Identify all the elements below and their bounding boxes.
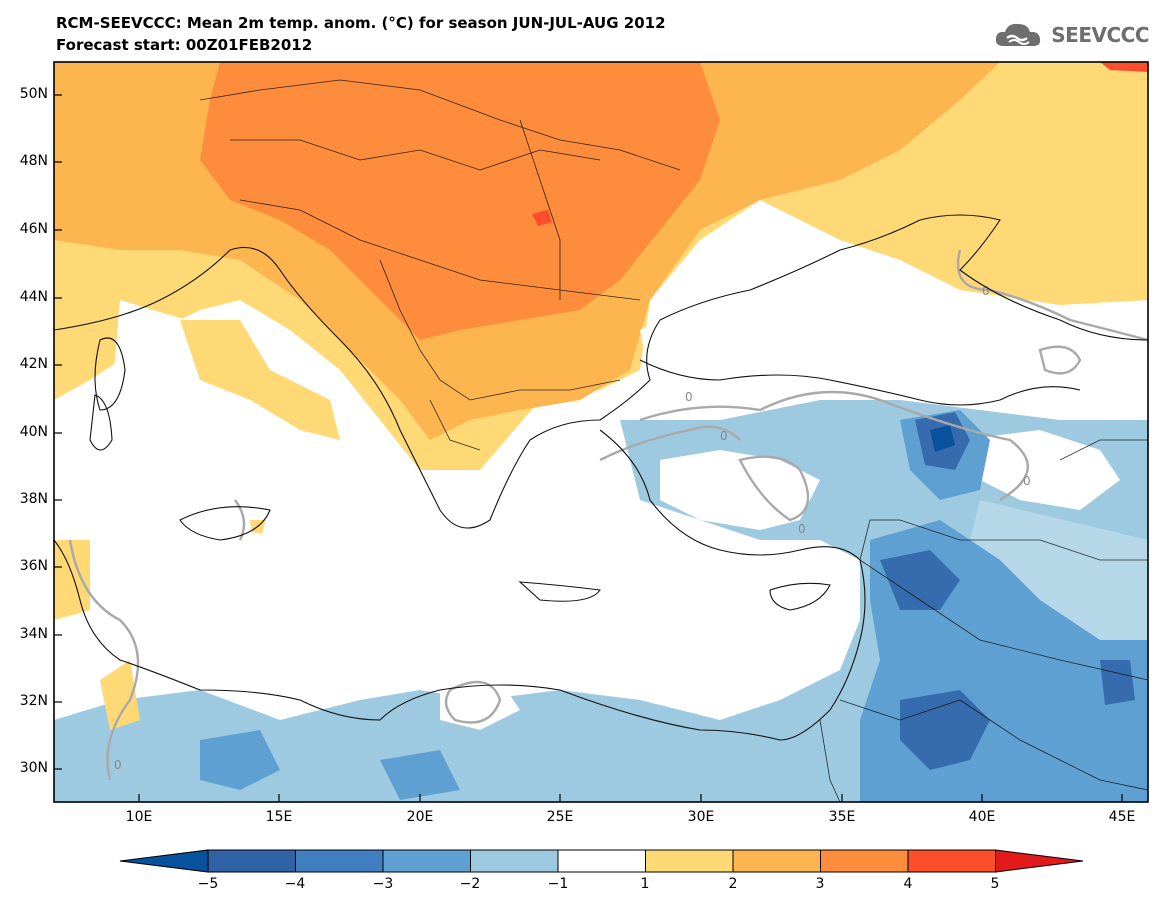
axis-ticks	[54, 94, 1123, 802]
colorbar-label: −1	[547, 876, 569, 892]
lat-label: 34N	[19, 626, 48, 642]
colorbar-label: −5	[197, 876, 219, 892]
lon-label: 35E	[828, 809, 856, 825]
forecast-start: Forecast start: 00Z01FEB2012	[56, 36, 313, 54]
colorbar-label: 3	[815, 876, 825, 892]
colorbar-bin	[207, 849, 296, 873]
lat-label: 38N	[19, 491, 48, 507]
anomaly-4-5	[532, 210, 552, 226]
contour-label: 0	[114, 758, 122, 772]
colorbar-bin	[382, 849, 471, 873]
anomaly-3-4	[200, 62, 720, 340]
contour-label: 0	[685, 390, 693, 404]
contour-label: 0	[982, 284, 990, 298]
contour-label: 0	[720, 429, 728, 443]
cloud-icon	[996, 23, 1041, 46]
colorbar-bin	[732, 849, 821, 873]
colorbar-label: 1	[640, 876, 650, 892]
lon-label: 30E	[687, 809, 715, 825]
colorbar-bin	[470, 849, 559, 873]
map-frame	[53, 61, 1149, 803]
lon-label: 20E	[406, 809, 434, 825]
lat-label: 46N	[19, 221, 48, 237]
lon-label: 45E	[1108, 809, 1136, 825]
lon-label: 15E	[265, 809, 293, 825]
colorbar-label: 5	[990, 876, 1000, 892]
contour-label: 0	[798, 522, 806, 536]
logo: SEEVCCC	[995, 20, 1149, 50]
colorbar-label: 2	[728, 876, 738, 892]
anomaly-minus3-4	[880, 412, 1135, 770]
colorbar-bin	[907, 849, 996, 873]
lon-label: 25E	[546, 809, 574, 825]
colorbar-label: −2	[459, 876, 481, 892]
lat-label: 48N	[19, 153, 48, 169]
colorbar-high-end	[995, 849, 1084, 873]
colorbar-label: 4	[903, 876, 913, 892]
colorbar-bin	[645, 849, 734, 873]
colorbar-bin	[557, 849, 646, 873]
contour-labels: 0 0 0 0 0 0	[114, 284, 1031, 772]
lon-label: 40E	[968, 809, 996, 825]
map-field: 0 0 0 0 0 0	[54, 62, 1148, 802]
map-title: RCM-SEEVCCC: Mean 2m temp. anom. (°C) fo…	[56, 14, 666, 32]
lat-label: 42N	[19, 356, 48, 372]
lon-label: 10E	[125, 809, 153, 825]
colorbar-label: −4	[284, 876, 306, 892]
lat-label: 44N	[19, 289, 48, 305]
colorbar	[119, 849, 1084, 873]
contour-label: 0	[1023, 474, 1031, 488]
lat-label: 30N	[19, 760, 48, 776]
country-borders	[199, 79, 1148, 802]
colorbar-low-end	[119, 849, 209, 873]
coastlines	[54, 214, 1148, 741]
lat-label: 50N	[19, 86, 48, 102]
lat-label: 36N	[19, 558, 48, 574]
lat-label: 40N	[19, 424, 48, 440]
colorbar-bin	[295, 849, 384, 873]
colorbar-label: −3	[372, 876, 394, 892]
logo-text: SEEVCCC	[1051, 23, 1149, 47]
lat-label: 32N	[19, 693, 48, 709]
colorbar-bin	[820, 849, 909, 873]
